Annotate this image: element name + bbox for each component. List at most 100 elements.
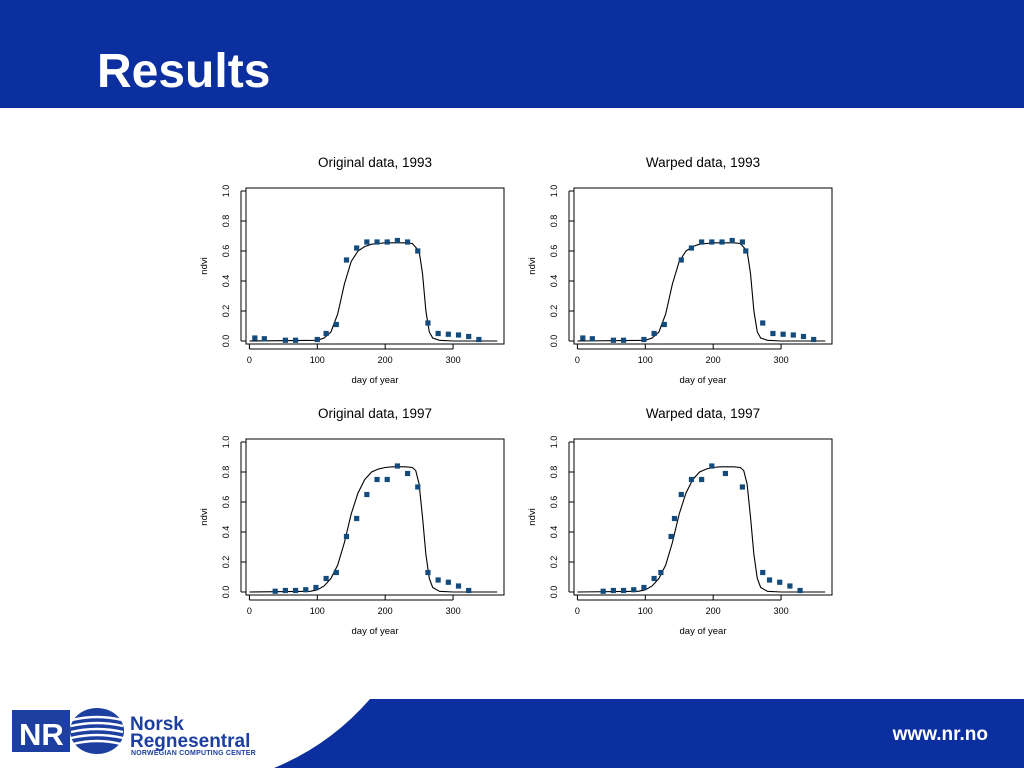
data-point: [323, 330, 329, 337]
x-tick-label: 0: [575, 355, 580, 365]
data-point: [343, 533, 350, 540]
y-tick-label: 0.8: [549, 466, 559, 479]
data-point: [384, 239, 390, 245]
y-axis-label: ndvi: [527, 257, 538, 274]
chart-svg: Warped data, 1997 0 100 200 300 0.0 0.2 0.4 0.6 0…: [527, 406, 833, 637]
y-tick-label: 0.4: [221, 526, 231, 539]
data-point: [766, 577, 773, 583]
y-tick-label: 0.8: [221, 215, 231, 228]
data-point: [688, 476, 695, 483]
data-point: [770, 330, 776, 337]
data-point: [415, 248, 421, 254]
y-tick-label: 1.0: [221, 436, 231, 449]
org-name-line2: Regnesentral: [130, 731, 251, 752]
data-point: [466, 333, 472, 340]
y-tick-label: 1.0: [549, 436, 559, 449]
data-point: [425, 569, 431, 576]
y-tick-label: 0.4: [549, 526, 559, 539]
data-point: [699, 476, 705, 483]
y-tick-label: 0.0: [221, 586, 231, 599]
y-axis-label: ndvi: [199, 508, 210, 525]
data-point: [445, 579, 451, 585]
data-point: [435, 577, 441, 583]
x-tick-label: 100: [310, 355, 325, 365]
data-point: [631, 587, 637, 593]
y-tick-label: 0.8: [221, 466, 231, 479]
chart-original-1997: Original data, 1997 0 100 200 300 0.0 0.2 0.4 0.…: [197, 401, 527, 641]
x-tick-label: 200: [706, 355, 721, 365]
x-tick-label: 0: [575, 606, 580, 616]
data-point: [678, 491, 684, 498]
data-point: [272, 588, 278, 594]
x-tick-label: 200: [378, 606, 393, 616]
y-tick-label: 0.2: [221, 556, 231, 569]
data-point: [610, 337, 616, 343]
data-point: [394, 237, 401, 244]
x-tick-label: 100: [638, 355, 653, 365]
data-point: [476, 336, 482, 343]
chart-warped-1997: Warped data, 1997 0 100 200 300 0.0 0.2 0.4 0.6 0…: [525, 401, 855, 641]
data-point: [651, 575, 657, 582]
slide-title: Results: [97, 45, 271, 98]
nr-logo-icon: NR: [12, 708, 124, 754]
data-point: [261, 336, 267, 342]
header-bar: [0, 0, 1024, 108]
plot-frame: [245, 187, 505, 345]
x-axis-label: day of year: [352, 375, 399, 386]
data-point: [282, 337, 288, 343]
x-tick-label: 300: [446, 355, 461, 365]
data-point: [811, 336, 817, 343]
data-point: [651, 330, 657, 337]
data-point: [760, 569, 766, 576]
chart-svg: Original data, 1997 0 100 200 300 0.0 0.2 0.4 0.…: [199, 406, 505, 637]
y-axis-label: ndvi: [527, 508, 538, 525]
x-tick-label: 300: [446, 606, 461, 616]
website-link[interactable]: www.nr.no: [892, 724, 988, 745]
y-tick-label: 0.0: [549, 586, 559, 599]
x-tick-label: 100: [638, 606, 653, 616]
y-tick-label: 0.2: [549, 305, 559, 318]
chart-svg: Warped data, 1993 0 100 200 300 0.0 0.2 0.4 0.6 0…: [527, 155, 833, 386]
data-point: [404, 239, 411, 245]
data-point: [589, 336, 595, 342]
data-point: [678, 257, 684, 263]
data-point: [323, 575, 329, 582]
data-point: [641, 336, 647, 343]
data-point: [343, 257, 350, 263]
fitted-curve: [249, 466, 498, 593]
x-tick-label: 300: [774, 606, 789, 616]
chart-title: Warped data, 1997: [646, 406, 760, 421]
data-point: [729, 237, 735, 244]
y-tick-label: 0.4: [549, 275, 559, 288]
data-point: [600, 588, 606, 594]
x-tick-label: 200: [378, 355, 393, 365]
data-point: [354, 515, 360, 522]
chart-original-1993: Original data, 1993 0 100 200 300 0.0 0.2 0.4 0.…: [197, 150, 527, 390]
y-tick-label: 1.0: [549, 185, 559, 198]
x-tick-label: 0: [247, 355, 252, 365]
data-point: [797, 587, 803, 594]
org-tagline: NORWEGIAN COMPUTING CENTER: [131, 750, 256, 757]
plot-frame: [573, 438, 833, 596]
data-point: [466, 587, 472, 594]
data-point: [610, 587, 616, 594]
data-point: [739, 484, 745, 490]
footer-blue-wave: [274, 699, 1024, 768]
x-axis-label: day of year: [680, 375, 727, 386]
data-point: [292, 337, 299, 343]
data-point: [620, 337, 627, 343]
data-point: [780, 331, 786, 337]
chart-title: Original data, 1993: [318, 155, 432, 170]
data-point: [699, 239, 705, 245]
y-tick-label: 0.6: [549, 496, 559, 509]
data-point: [671, 515, 678, 522]
data-point: [668, 533, 674, 540]
data-point: [333, 321, 339, 328]
data-point: [620, 587, 627, 594]
y-tick-label: 0.2: [221, 305, 231, 318]
y-tick-label: 0.2: [549, 556, 559, 569]
data-point: [661, 321, 667, 328]
data-point: [709, 463, 715, 469]
x-axis-label: day of year: [680, 626, 727, 637]
data-point: [760, 320, 766, 326]
